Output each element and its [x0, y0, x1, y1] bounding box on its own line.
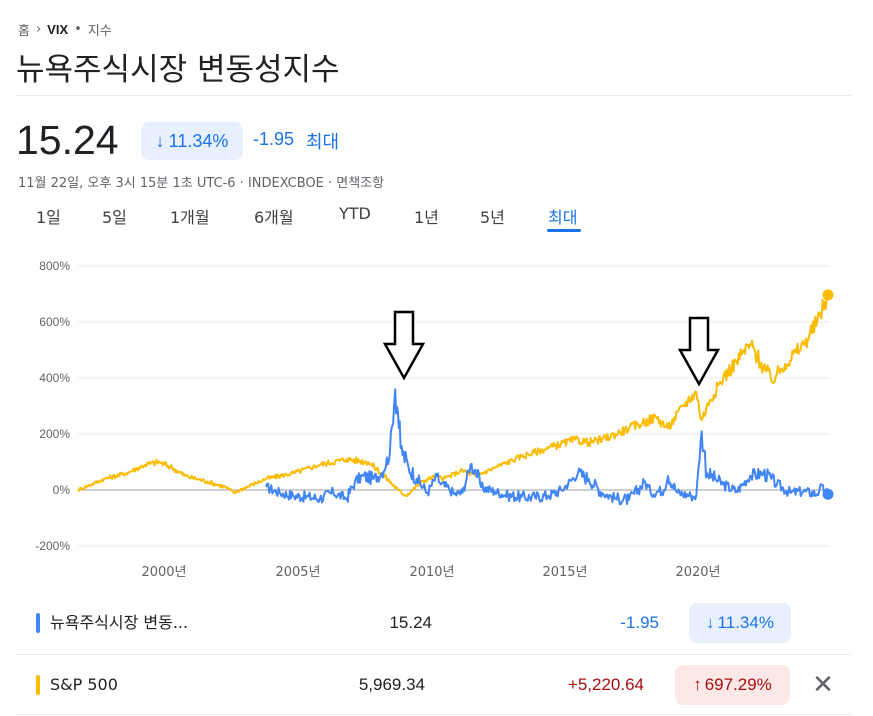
sp500-series-line — [77, 293, 829, 498]
vix-end-dot — [822, 488, 834, 500]
breadcrumb: 홈 › VIX • 지수 — [18, 20, 112, 39]
comparison-row-vix[interactable]: 뉴욕주식시장 변동... 15.24 -1.95 ↓ 11.34% — [16, 594, 851, 652]
x-tick-label: 2020년 — [675, 565, 721, 580]
tab-max[interactable]: 최대 — [548, 208, 578, 227]
current-price: 15.24 — [16, 117, 119, 163]
breadcrumb-type: 지수 — [87, 24, 112, 39]
page-title: 뉴욕주식시장 변동성지수 — [16, 52, 340, 88]
down-arrow-annotation-icon — [382, 310, 426, 381]
row-divider — [16, 714, 851, 715]
range-tabs: 1일 5일 1개월 6개월 YTD 1년 5년 최대 — [0, 200, 873, 234]
tab-6m[interactable]: 6개월 — [254, 208, 294, 227]
breadcrumb-dot: • — [74, 22, 82, 37]
comparison-change: +5,220.64 — [567, 675, 644, 694]
comparison-percent: 11.34% — [717, 613, 774, 632]
x-tick-label: 2005년 — [275, 565, 321, 580]
tab-5y[interactable]: 5년 — [480, 208, 505, 227]
remove-comparison-close-icon[interactable]: ✕ — [812, 670, 834, 700]
arrow-down-icon: ↓ — [155, 130, 165, 151]
tab-1m[interactable]: 1개월 — [170, 208, 210, 227]
comparison-value: 5,969.34 — [358, 675, 425, 694]
sp500-end-dot — [822, 289, 834, 301]
comparison-value: 15.24 — [389, 613, 432, 632]
y-tick-label: 600% — [39, 315, 70, 329]
y-tick-label: 800% — [39, 259, 70, 273]
comparison-percent-chip: ↑ 697.29% — [675, 665, 790, 705]
comparison-change: -1.95 — [620, 613, 659, 632]
series-color-marker — [36, 675, 40, 695]
x-tick-label: 2000년 — [141, 565, 187, 580]
change-period: 최대 — [306, 132, 340, 153]
x-tick-label: 2010년 — [409, 565, 455, 580]
active-tab-indicator — [547, 229, 581, 232]
absolute-change: -1.95 — [253, 129, 295, 149]
comparison-name: 뉴욕주식시장 변동... — [50, 613, 189, 632]
series-color-marker — [36, 613, 40, 633]
tab-1y[interactable]: 1년 — [414, 208, 439, 227]
y-tick-label: 400% — [39, 371, 70, 385]
y-tick-label: -200% — [35, 539, 70, 553]
breadcrumb-home[interactable]: 홈 — [18, 24, 30, 39]
chevron-right-icon: › — [35, 22, 42, 37]
title-divider — [16, 95, 851, 96]
comparison-percent-chip: ↓ 11.34% — [689, 603, 791, 643]
quote-meta: 11월 22일, 오후 3시 15분 1초 UTC-6 · INDEXCBOE … — [18, 176, 385, 191]
comparison-row-sp500[interactable]: S&P 500 5,969.34 +5,220.64 ↑ 697.29% ✕ — [16, 656, 851, 714]
tab-5d[interactable]: 5일 — [102, 208, 127, 227]
tab-ytd[interactable]: YTD — [339, 204, 371, 223]
arrow-down-icon: ↓ — [706, 613, 715, 632]
comparison-percent: 697.29% — [704, 675, 772, 694]
down-arrow-annotation-icon — [677, 316, 721, 387]
arrow-up-icon: ↑ — [693, 675, 702, 694]
tab-1d[interactable]: 1일 — [36, 208, 61, 227]
x-tick-label: 2015년 — [542, 565, 588, 580]
y-tick-label: 200% — [39, 427, 70, 441]
price-chart[interactable] — [0, 250, 873, 590]
row-divider — [16, 654, 851, 655]
y-tick-label: 0% — [52, 483, 70, 497]
percent-change: 11.34% — [168, 130, 229, 151]
vix-series-line — [265, 388, 829, 506]
percent-change-chip: ↓ 11.34% — [141, 122, 243, 160]
breadcrumb-symbol: VIX — [47, 22, 69, 37]
comparison-name: S&P 500 — [50, 675, 118, 694]
